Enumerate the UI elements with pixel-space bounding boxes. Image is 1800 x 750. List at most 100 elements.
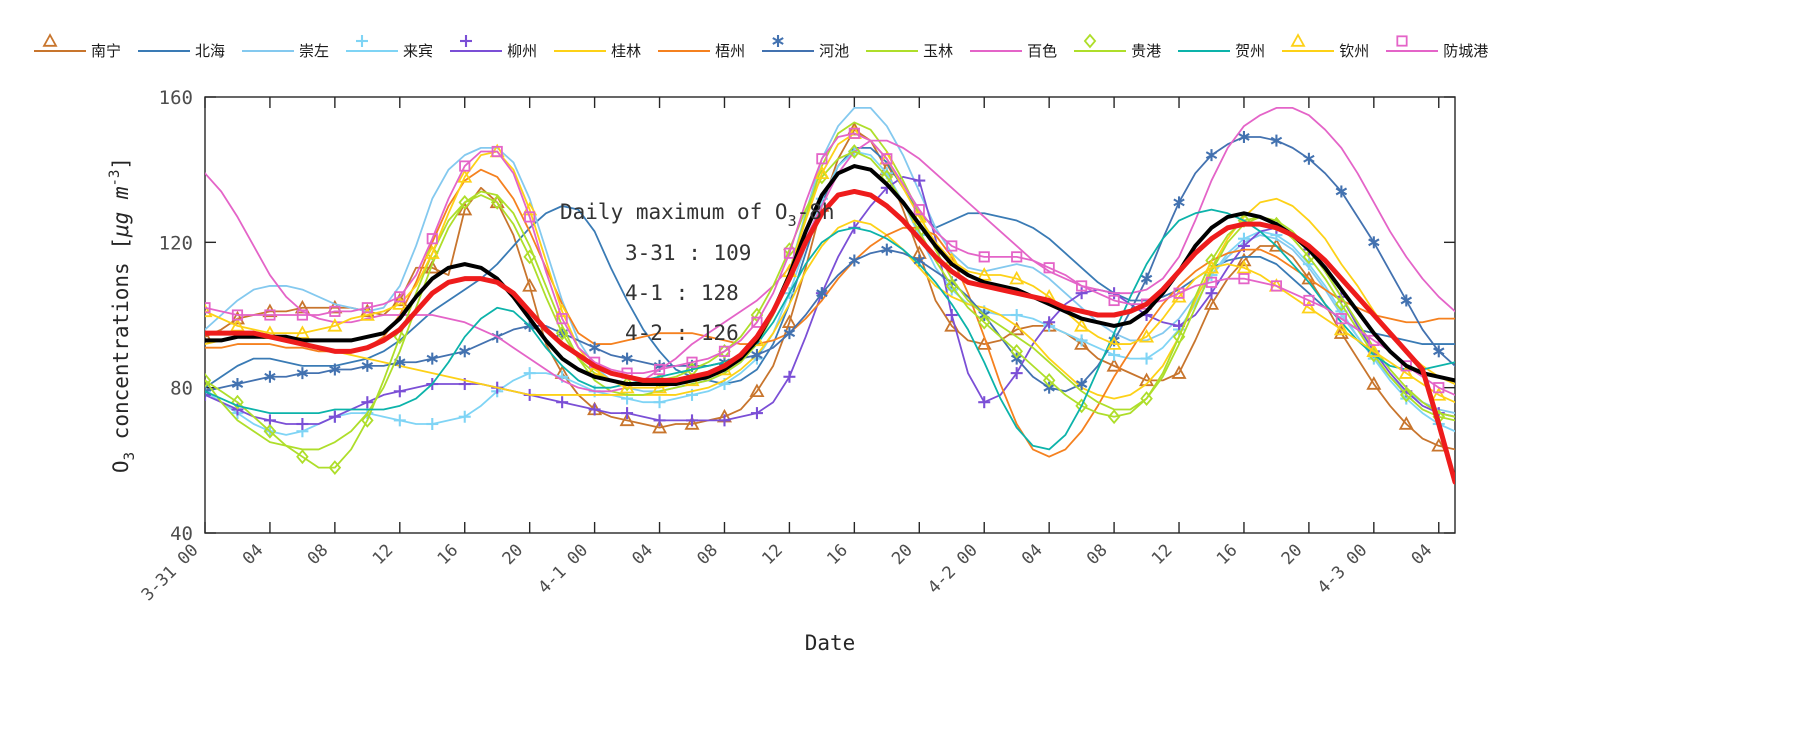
series-marker	[1173, 196, 1185, 209]
series-marker	[294, 299, 310, 314]
series-marker	[978, 396, 991, 409]
series-marker	[359, 307, 375, 321]
x-tick-label: 16	[434, 540, 463, 569]
x-tick-label: 04	[628, 540, 657, 569]
series-marker	[1335, 296, 1348, 312]
legend-marker-icon	[1290, 33, 1306, 47]
x-tick-label: 16	[1213, 540, 1242, 569]
legend-symbol-none-icon	[554, 43, 607, 59]
series-marker	[783, 327, 796, 340]
series-marker	[684, 416, 700, 430]
series-marker	[426, 418, 439, 430]
legend-item-3[interactable]: 崇左	[242, 43, 329, 59]
legend-symbol-plus-icon	[450, 35, 503, 59]
series-marker	[457, 169, 473, 183]
series-marker	[556, 313, 568, 325]
legend-label: 钦州	[1339, 41, 1370, 60]
legend-label: 崇左	[299, 41, 330, 60]
legend-item-14[interactable]: 防城港	[1386, 35, 1488, 59]
y-axis: 40 80 120 160	[159, 87, 1455, 545]
legend-item-8[interactable]: 河池	[762, 35, 849, 59]
annotation-line-2: 4-1 : 128	[625, 281, 739, 305]
series-marker	[848, 254, 861, 267]
series-marker	[621, 407, 634, 420]
legend-symbol-asterisk-icon	[762, 35, 815, 59]
series-marker	[1431, 437, 1447, 452]
series-marker	[393, 414, 406, 427]
series-marker	[457, 201, 473, 216]
series-marker	[1398, 365, 1414, 379]
legend-item-12[interactable]: 贺州	[1178, 43, 1265, 59]
x-tick-label: 12	[758, 540, 787, 569]
series-marker	[1074, 336, 1090, 350]
legend-item-11[interactable]: 贵港	[1074, 33, 1161, 59]
legend-line-swatch	[1178, 50, 1231, 53]
series-marker	[814, 165, 830, 180]
series-marker	[913, 174, 926, 187]
series-marker	[1205, 149, 1218, 162]
legend-line-swatch	[658, 50, 711, 53]
series-marker	[361, 302, 373, 314]
legend-item-1[interactable]: 南宁	[34, 33, 122, 60]
legend-symbol-triangle-icon	[1282, 33, 1335, 59]
legend-item-6[interactable]: 桂林	[554, 43, 641, 59]
series-marker	[264, 309, 276, 321]
y-axis-title: O3 concentrations [μg m-3]	[107, 157, 138, 473]
legend-item-13[interactable]: 钦州	[1282, 33, 1370, 60]
series-line	[205, 121, 1455, 451]
legend-item-4[interactable]: 来宾	[346, 35, 433, 59]
series-marker	[1238, 130, 1250, 143]
series-marker	[1139, 328, 1155, 343]
series-marker	[1042, 373, 1056, 388]
series-marker	[1075, 287, 1088, 300]
series-16	[205, 188, 1455, 485]
series-marker	[361, 396, 374, 409]
legend-item-9[interactable]: 玉林	[866, 43, 953, 59]
series-marker	[1433, 382, 1445, 394]
series-marker	[816, 287, 828, 300]
series-marker	[328, 460, 342, 475]
legend-item-5[interactable]: 柳州	[450, 35, 537, 59]
series-marker	[619, 379, 635, 394]
series-marker	[750, 407, 763, 420]
series-marker	[329, 305, 341, 317]
series-9	[205, 121, 1455, 451]
series-marker	[749, 383, 765, 398]
series-marker	[231, 309, 244, 321]
series-marker	[490, 194, 504, 210]
series-marker	[1075, 334, 1088, 347]
series-marker	[686, 356, 698, 368]
legend-label: 南宁	[91, 41, 122, 60]
series-marker	[978, 251, 990, 263]
series-marker	[1205, 253, 1218, 268]
legend-symbol-plus-icon	[346, 35, 399, 59]
series-line	[205, 132, 1455, 404]
series-marker	[1398, 416, 1414, 430]
series-marker	[653, 414, 666, 427]
plot-frame	[204, 96, 1456, 534]
series-marker	[555, 325, 569, 341]
series-marker	[977, 314, 991, 330]
series-marker	[1205, 276, 1218, 288]
series-marker	[1335, 185, 1348, 198]
series-marker	[424, 259, 440, 274]
series-marker	[205, 373, 212, 388]
series-marker	[1366, 343, 1382, 358]
y-tick-label: 80	[170, 378, 193, 400]
x-tick-label: 12	[1148, 540, 1177, 569]
legend-item-2[interactable]: 北海	[138, 43, 225, 59]
legend-label: 北海	[195, 41, 226, 60]
legend-line-swatch	[1386, 50, 1439, 53]
x-tick-label: 08	[1083, 540, 1112, 569]
series-marker	[523, 249, 536, 265]
series-marker	[1236, 259, 1252, 274]
legend-label: 梧州	[715, 41, 746, 60]
data-series-group	[205, 107, 1455, 485]
legend-label: 玉林	[923, 41, 954, 60]
legend-line-swatch	[34, 50, 86, 53]
legend-item-7[interactable]: 梧州	[658, 43, 745, 59]
legend-item-10[interactable]: 百色	[970, 43, 1057, 59]
